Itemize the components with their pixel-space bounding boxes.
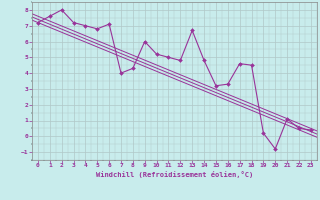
X-axis label: Windchill (Refroidissement éolien,°C): Windchill (Refroidissement éolien,°C) xyxy=(96,171,253,178)
